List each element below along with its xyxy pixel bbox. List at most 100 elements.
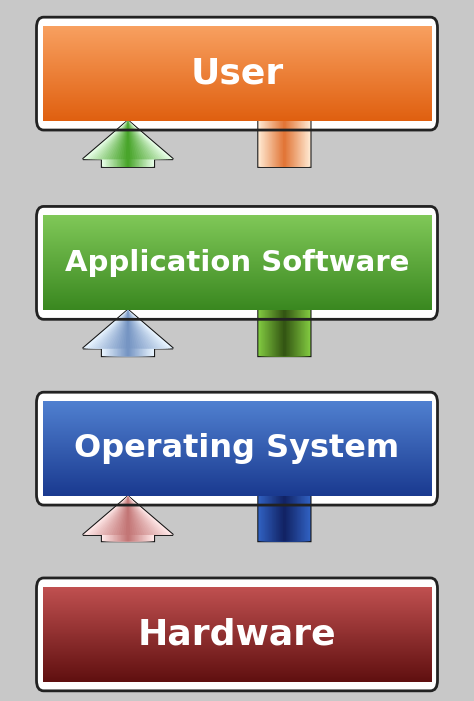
Polygon shape [239,271,329,356]
FancyBboxPatch shape [36,393,438,505]
FancyBboxPatch shape [36,206,438,320]
Polygon shape [268,82,301,167]
Polygon shape [256,458,313,541]
Polygon shape [97,121,159,167]
Polygon shape [263,458,306,541]
Polygon shape [107,310,149,356]
Polygon shape [254,458,315,541]
Polygon shape [275,82,294,167]
Polygon shape [102,121,154,167]
Polygon shape [258,82,310,167]
Polygon shape [280,271,289,356]
Polygon shape [258,271,310,356]
Polygon shape [126,121,130,167]
Polygon shape [249,271,320,356]
Polygon shape [244,458,325,541]
Polygon shape [275,458,294,541]
Polygon shape [275,271,294,356]
Polygon shape [258,458,310,541]
Polygon shape [116,121,140,167]
Polygon shape [239,458,329,541]
Polygon shape [123,121,133,167]
Polygon shape [277,271,292,356]
Polygon shape [90,310,166,356]
Polygon shape [256,271,313,356]
Polygon shape [118,121,137,167]
Polygon shape [268,271,301,356]
Polygon shape [83,310,173,356]
Polygon shape [104,496,152,541]
Polygon shape [263,271,306,356]
Polygon shape [242,271,327,356]
Polygon shape [83,121,173,167]
Polygon shape [116,496,140,541]
Polygon shape [118,496,137,541]
Polygon shape [111,121,145,167]
Polygon shape [242,82,327,167]
FancyBboxPatch shape [36,578,438,691]
Polygon shape [242,458,327,541]
Polygon shape [109,496,147,541]
Polygon shape [121,496,135,541]
Polygon shape [249,82,320,167]
Polygon shape [251,271,318,356]
Polygon shape [126,310,130,356]
Polygon shape [254,271,315,356]
Polygon shape [100,310,156,356]
Polygon shape [95,310,161,356]
Polygon shape [85,121,171,167]
Polygon shape [263,82,306,167]
Polygon shape [111,496,145,541]
Polygon shape [83,496,173,541]
Polygon shape [246,82,322,167]
Polygon shape [92,496,164,541]
Polygon shape [273,271,296,356]
Polygon shape [107,496,149,541]
Polygon shape [88,310,168,356]
Polygon shape [261,271,308,356]
Polygon shape [97,496,159,541]
Polygon shape [114,121,142,167]
Polygon shape [277,82,292,167]
Polygon shape [109,121,147,167]
Text: Operating System: Operating System [74,433,400,464]
Polygon shape [90,121,166,167]
Polygon shape [85,310,171,356]
FancyBboxPatch shape [36,17,438,130]
Polygon shape [280,458,289,541]
Polygon shape [118,310,137,356]
Polygon shape [251,458,318,541]
Polygon shape [273,82,296,167]
Polygon shape [265,271,303,356]
Polygon shape [246,458,322,541]
Polygon shape [261,458,308,541]
Polygon shape [282,271,287,356]
Polygon shape [100,121,156,167]
Polygon shape [83,310,173,356]
Polygon shape [95,121,161,167]
Polygon shape [239,271,329,356]
Polygon shape [109,310,147,356]
Polygon shape [280,82,289,167]
Polygon shape [265,82,303,167]
Polygon shape [104,121,152,167]
Polygon shape [85,496,171,541]
Polygon shape [111,310,145,356]
Polygon shape [282,458,287,541]
Polygon shape [282,82,287,167]
Polygon shape [270,458,299,541]
Polygon shape [95,496,161,541]
Polygon shape [126,496,130,541]
Polygon shape [244,271,325,356]
Polygon shape [270,271,299,356]
Polygon shape [277,458,292,541]
Polygon shape [239,458,329,541]
Polygon shape [239,82,329,167]
Polygon shape [88,121,168,167]
Polygon shape [256,82,313,167]
Polygon shape [92,310,164,356]
Polygon shape [239,82,329,167]
Text: Application Software: Application Software [65,249,409,277]
Polygon shape [254,82,315,167]
Polygon shape [123,310,133,356]
